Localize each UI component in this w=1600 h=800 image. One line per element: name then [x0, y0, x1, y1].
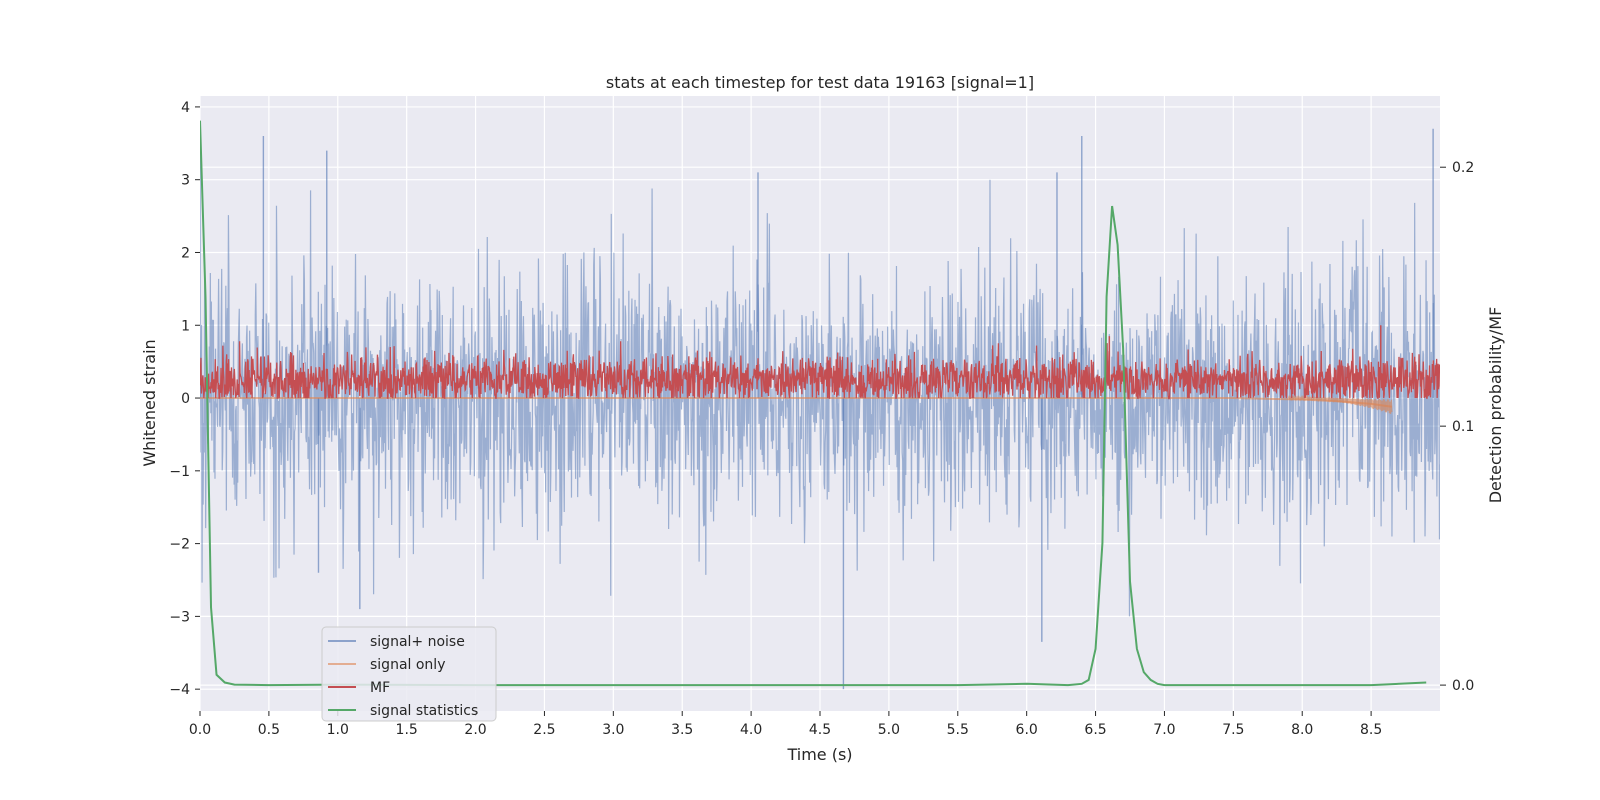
y2-tick-label: 0.1: [1452, 419, 1474, 435]
y-tick-label: 3: [181, 173, 190, 189]
x-tick-label: 7.0: [1153, 722, 1175, 738]
x-tick-label: 6.0: [1016, 722, 1038, 738]
y2-tick-label: 0.0: [1452, 678, 1474, 694]
x-axis-ticks: 0.0 0.5 1.0 1.5 2.0 2.5 3.0 3.5 4.0 4.5 5.0 5.5 6.0 6…: [189, 711, 1382, 738]
x-tick-label: 0.0: [189, 722, 211, 738]
y-tick-label: 1: [181, 318, 190, 334]
y-tick-label: −4: [169, 682, 190, 698]
y-tick-label: 0: [181, 391, 190, 407]
series-signal-noise-line: [200, 179, 1440, 617]
x-tick-label: 3.0: [602, 722, 624, 738]
legend: signal+ noise signal only MF signal statist…: [321, 626, 497, 722]
x-tick-label: 8.5: [1360, 722, 1382, 738]
x-tick-label: 0.5: [258, 722, 280, 738]
x-tick-label: 8.0: [1291, 722, 1313, 738]
y-tick-label: −2: [169, 537, 190, 553]
x-tick-label: 4.5: [809, 722, 831, 738]
series-signal-statistics-line: [200, 120, 1427, 687]
x-tick-label: 5.0: [878, 722, 900, 738]
x-tick-label: 2.0: [464, 722, 486, 738]
x-tick-label: 1.5: [396, 722, 418, 738]
x-tick-label: 7.5: [1222, 722, 1244, 738]
x-tick-label: 5.5: [947, 722, 969, 738]
y-tick-label: 2: [181, 245, 190, 261]
legend-label: signal+ noise: [370, 634, 465, 650]
y-tick-label: −1: [169, 464, 190, 480]
y-axis-label: Whitened strain: [140, 339, 159, 466]
x-axis-label: Time (s): [786, 745, 852, 764]
x-tick-label: 6.5: [1084, 722, 1106, 738]
series-layer: [200, 120, 1440, 690]
x-tick-label: 1.0: [327, 722, 349, 738]
legend-box: [321, 626, 497, 722]
y-tick-label: 4: [181, 100, 190, 116]
series-mf-line: [200, 341, 1440, 401]
legend-label: signal statistics: [370, 703, 478, 719]
y2-tick-label: 0.2: [1452, 160, 1474, 176]
chart-title: stats at each timestep for test data 191…: [606, 73, 1034, 92]
y-tick-label: −3: [169, 609, 190, 625]
x-tick-label: 2.5: [533, 722, 555, 738]
y2-axis-label: Detection probability/MF: [1486, 307, 1505, 504]
y2-axis-ticks: 0.2 0.1 0.0: [1440, 160, 1474, 694]
y-axis-ticks: 4 3 2 1 0 −1 −2 −3 −4: [169, 100, 200, 698]
x-tick-label: 4.0: [740, 722, 762, 738]
legend-label: signal only: [370, 657, 445, 673]
x-tick-label: 3.5: [671, 722, 693, 738]
legend-label: MF: [370, 680, 390, 696]
